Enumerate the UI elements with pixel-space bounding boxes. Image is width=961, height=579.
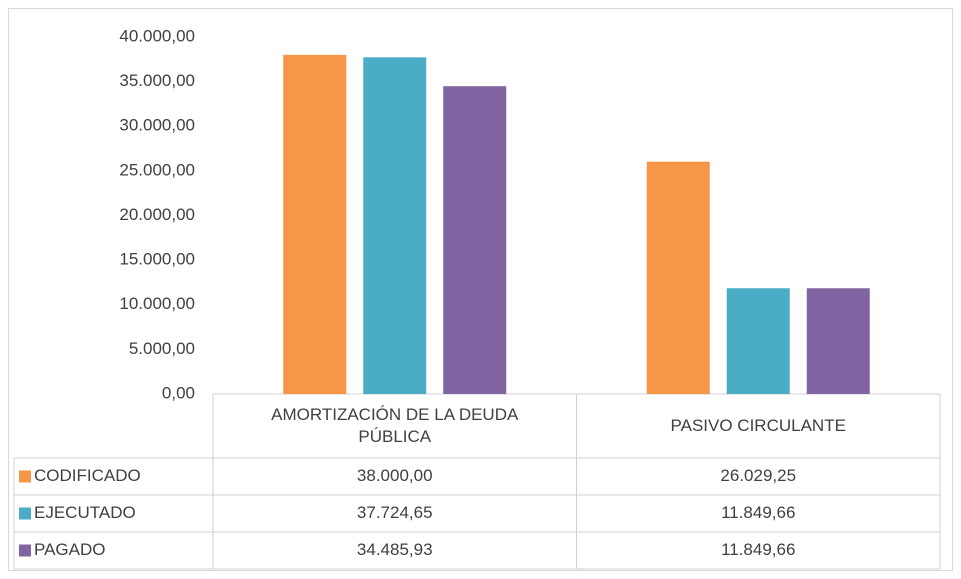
x-category-cell: PASIVO CIRCULANTE	[670, 416, 846, 435]
y-tick-label: 20.000,00	[119, 205, 195, 224]
legend-label: EJECUTADO	[34, 503, 136, 522]
legend-swatch	[19, 470, 31, 483]
y-tick-label: 30.000,00	[119, 116, 195, 135]
bar	[726, 288, 790, 394]
bar	[646, 161, 710, 394]
bar	[806, 288, 870, 394]
data-label: 11.849,66	[721, 503, 795, 522]
data-label: 11.849,66	[721, 540, 795, 559]
legend-label: CODIFICADO	[34, 466, 141, 485]
y-tick-label: 5.000,00	[129, 339, 195, 358]
data-label: 38.000,00	[357, 466, 433, 485]
y-tick-label: 10.000,00	[119, 294, 195, 313]
y-tick-label: 40.000,00	[119, 26, 195, 45]
data-label: 37.724,65	[357, 503, 433, 522]
y-tick-label: 15.000,00	[119, 250, 195, 269]
bar	[283, 54, 347, 394]
x-tick-label: PASIVO CIRCULANTE	[670, 416, 846, 435]
y-tick-label: 0,00	[162, 383, 195, 402]
legend-label: PAGADO	[34, 540, 105, 559]
legend-swatch	[19, 507, 31, 520]
bar	[443, 86, 507, 394]
data-label: 34.485,93	[357, 540, 433, 559]
x-tick-label: AMORTIZACIÓN DE LA DEUDA PÚBLICA	[271, 405, 519, 446]
bar	[363, 57, 427, 395]
x-category-cell: AMORTIZACIÓN DE LA DEUDA PÚBLICA	[271, 405, 519, 446]
y-tick-label: 35.000,00	[119, 71, 195, 90]
legend-swatch	[19, 544, 31, 557]
y-tick-label: 25.000,00	[119, 160, 195, 179]
data-label: 26.029,25	[720, 466, 796, 485]
